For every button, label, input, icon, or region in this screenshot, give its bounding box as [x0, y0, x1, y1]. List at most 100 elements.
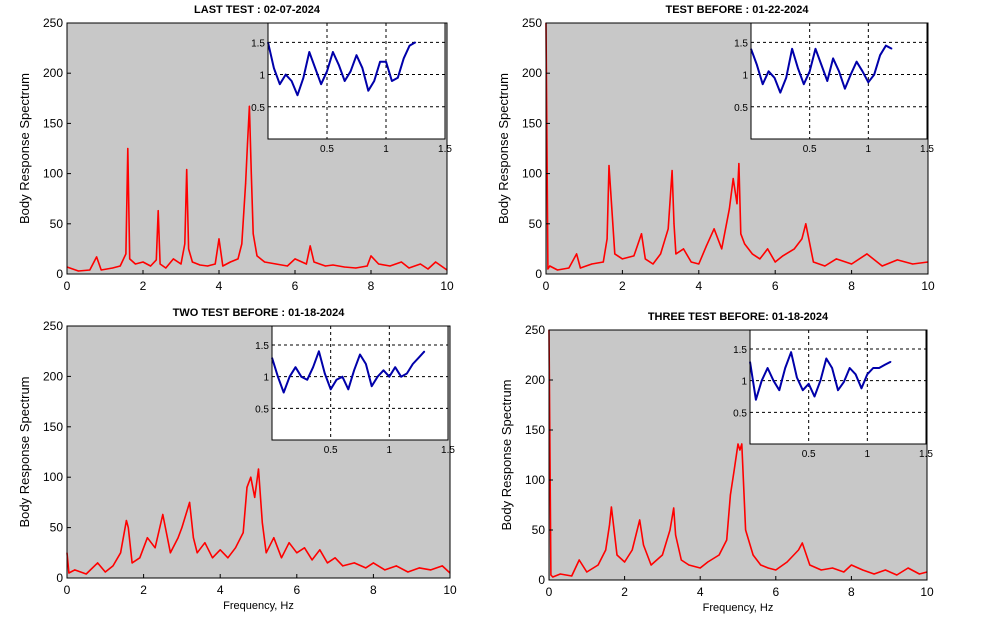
inset-data-point — [350, 70, 352, 72]
data-point — [246, 486, 248, 488]
data-point — [824, 265, 826, 267]
data-point — [256, 255, 258, 257]
y-tick-label: 50 — [529, 217, 543, 231]
data-point — [690, 261, 692, 263]
inset-data-point — [885, 45, 887, 47]
inset-y-tick-label: 0.5 — [251, 103, 265, 114]
data-point — [578, 559, 580, 561]
inset-data-point — [884, 364, 886, 366]
data-point — [559, 573, 561, 575]
inset-data-point — [767, 367, 769, 369]
data-point — [740, 233, 742, 235]
data-point — [549, 265, 551, 267]
data-point — [165, 267, 167, 269]
data-point — [624, 561, 626, 563]
inset-plot: 0.5 1 1.5 0.5 1 1.5 — [251, 22, 452, 155]
x-tick-label: 8 — [848, 279, 855, 293]
x-tick-label: 6 — [772, 279, 779, 293]
data-point — [579, 267, 582, 269]
inset-data-point — [755, 399, 757, 401]
x-tick-label: 4 — [695, 279, 702, 293]
x-tick-label: 6 — [292, 279, 299, 293]
inset-data-point — [802, 389, 804, 391]
data-point — [191, 261, 193, 263]
data-point — [127, 147, 129, 150]
inset-data-point — [790, 351, 792, 353]
data-point — [918, 573, 921, 575]
y-tick-label: 200 — [525, 373, 545, 387]
data-point — [146, 537, 148, 539]
data-point — [419, 263, 421, 265]
data-point — [250, 173, 252, 175]
data-point — [793, 248, 795, 250]
data-point — [332, 264, 334, 266]
inset-data-point — [844, 88, 846, 90]
x-tick-label: 2 — [140, 583, 147, 597]
x-tick-label: 0 — [64, 583, 71, 597]
inset-data-point — [361, 67, 363, 69]
data-point — [608, 524, 611, 526]
inset-data-point — [377, 376, 379, 378]
inset-data-point — [391, 80, 393, 82]
inset-data-point — [890, 361, 892, 363]
inset-x-tick-label: 0.5 — [320, 144, 334, 155]
inset-frame — [750, 22, 928, 140]
data-point — [125, 519, 127, 522]
data-point — [713, 228, 715, 230]
data-point — [305, 263, 307, 265]
data-point — [104, 571, 106, 573]
data-point — [234, 547, 237, 549]
data-point — [673, 223, 675, 225]
axes-frame — [548, 329, 928, 581]
data-point — [728, 208, 731, 210]
data-point — [801, 542, 803, 544]
inset-x-tick-label: 1.5 — [438, 144, 452, 155]
data-point — [214, 263, 216, 265]
data-point — [682, 248, 685, 250]
inset-data-point — [306, 379, 308, 381]
y-tick-label: 50 — [532, 523, 546, 537]
data-point — [737, 443, 739, 445]
data-point — [242, 532, 244, 534]
inset-frame — [271, 325, 449, 441]
y-tick-label: 250 — [522, 16, 542, 30]
data-point — [248, 105, 250, 107]
inset-data-point — [355, 54, 358, 56]
y-tick-label: 0 — [535, 267, 542, 281]
data-point — [257, 468, 260, 470]
y-tick-label: 200 — [522, 66, 542, 80]
inset-data-point — [406, 372, 408, 375]
inset-y-tick-label: 0.5 — [733, 408, 747, 419]
data-point — [767, 567, 769, 569]
data-point — [199, 264, 201, 266]
inset-x-tick-label: 1.5 — [441, 445, 455, 456]
data-point — [186, 169, 188, 171]
x-tick-label: 2 — [621, 585, 628, 599]
data-point — [667, 228, 669, 230]
data-point — [222, 265, 224, 267]
inset-data-point — [756, 64, 758, 66]
data-point — [264, 261, 266, 263]
y-tick-label: 0 — [56, 571, 63, 585]
inset-data-point — [371, 385, 373, 387]
inset-y-tick-label: 1.5 — [734, 38, 748, 49]
inset-data-point — [379, 61, 381, 63]
inset-data-point — [365, 363, 367, 365]
data-point — [621, 258, 624, 260]
data-point — [736, 203, 738, 205]
inset-background — [268, 23, 445, 139]
inset-y-tick-label: 1 — [263, 373, 269, 384]
data-point — [896, 259, 899, 261]
spectrum-line — [548, 329, 928, 578]
data-point — [250, 476, 252, 478]
data-point — [661, 554, 664, 556]
data-point — [738, 163, 740, 165]
data-point — [733, 469, 735, 471]
inset-data-point — [300, 376, 302, 378]
inset-y-tick-label: 1 — [742, 71, 748, 82]
data-point — [196, 552, 198, 554]
inset-data-point — [409, 45, 411, 47]
data-point — [441, 565, 443, 567]
inset-plot: 0.5 1 1.5 0.5 1 1.5 — [734, 22, 934, 155]
